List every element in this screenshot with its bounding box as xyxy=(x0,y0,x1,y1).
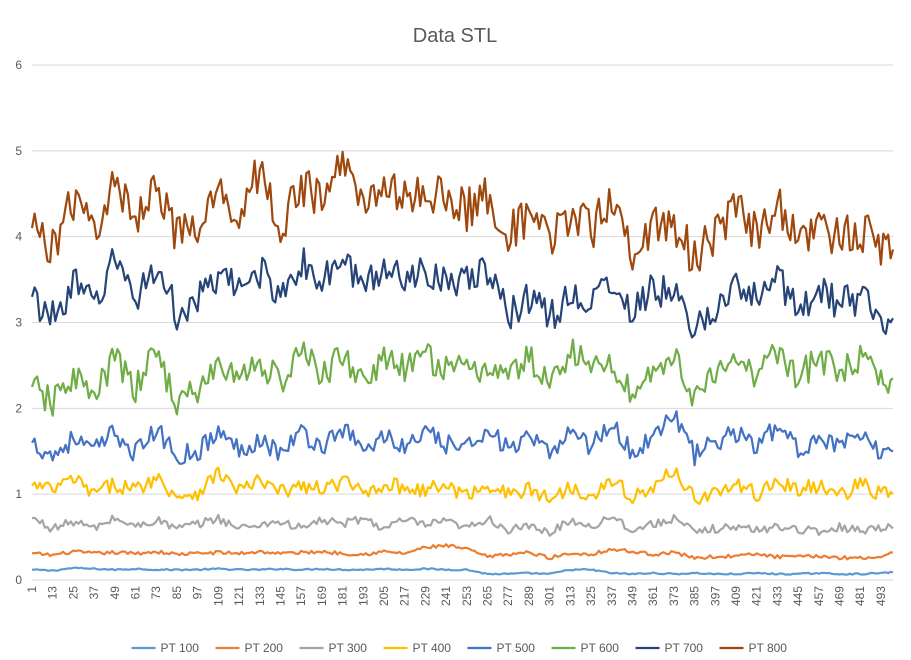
x-tick-label: 25 xyxy=(66,586,80,600)
legend-label: PT 400 xyxy=(413,641,452,655)
series-line-pt-400 xyxy=(31,466,894,506)
legend-label: PT 800 xyxy=(749,641,788,655)
x-tick-label: 241 xyxy=(439,586,453,606)
x-tick-label: 157 xyxy=(294,586,308,606)
y-tick-label: 4 xyxy=(15,230,22,244)
x-tick-label: 37 xyxy=(87,586,101,600)
x-tick-label: 109 xyxy=(211,586,225,606)
x-tick-label: 337 xyxy=(605,586,619,606)
x-tick-label: 97 xyxy=(191,586,205,600)
series-line-pt-600 xyxy=(30,338,894,417)
legend-label: PT 700 xyxy=(665,641,704,655)
x-tick-label: 13 xyxy=(46,586,60,600)
x-tick-label: 73 xyxy=(149,586,163,600)
series-line-pt-100 xyxy=(31,566,894,576)
y-tick-label: 5 xyxy=(15,144,22,158)
x-tick-label: 409 xyxy=(729,586,743,606)
x-axis-ticks: 1 13 25 37 49 61 73 85 97 109 121 133 145 157 169 181 19… xyxy=(25,586,888,606)
x-tick-label: 469 xyxy=(833,586,847,606)
x-tick-label: 133 xyxy=(253,586,267,606)
y-tick-label: 6 xyxy=(15,58,22,72)
series-line-pt-800 xyxy=(30,150,895,272)
x-tick-label: 265 xyxy=(481,586,495,606)
x-tick-label: 385 xyxy=(688,586,702,606)
x-tick-label: 289 xyxy=(522,586,536,606)
gridlines xyxy=(32,64,893,581)
x-tick-label: 481 xyxy=(853,586,867,606)
legend-label: PT 300 xyxy=(329,641,368,655)
legend-label: PT 200 xyxy=(245,641,284,655)
x-tick-label: 397 xyxy=(708,586,722,606)
x-tick-label: 277 xyxy=(501,586,515,606)
x-tick-label: 145 xyxy=(273,586,287,606)
x-tick-label: 61 xyxy=(129,586,143,600)
series-line-pt-700 xyxy=(30,247,894,339)
x-tick-label: 169 xyxy=(315,586,329,606)
y-tick-label: 3 xyxy=(15,316,22,330)
x-tick-label: 361 xyxy=(646,586,660,606)
x-tick-label: 217 xyxy=(398,586,412,606)
x-tick-label: 1 xyxy=(25,586,39,593)
chart-title: Data STL xyxy=(413,25,497,47)
x-tick-label: 85 xyxy=(170,586,184,600)
x-tick-label: 421 xyxy=(750,586,764,606)
x-tick-label: 433 xyxy=(770,586,784,606)
x-tick-label: 253 xyxy=(460,586,474,606)
x-tick-label: 193 xyxy=(356,586,370,606)
x-tick-label: 457 xyxy=(812,586,826,606)
series-line-pt-500 xyxy=(31,410,894,467)
legend-label: PT 100 xyxy=(161,641,200,655)
series-line-pt-200 xyxy=(31,543,894,561)
x-tick-label: 229 xyxy=(418,586,432,606)
x-tick-label: 301 xyxy=(543,586,557,606)
x-tick-label: 349 xyxy=(625,586,639,606)
y-axis-ticks: 0 1 2 3 4 5 6 xyxy=(15,58,22,587)
x-tick-label: 493 xyxy=(874,586,888,606)
x-tick-label: 445 xyxy=(791,586,805,606)
x-tick-label: 313 xyxy=(563,586,577,606)
x-tick-label: 121 xyxy=(232,586,246,606)
y-tick-label: 0 xyxy=(15,573,22,587)
x-tick-label: 49 xyxy=(108,586,122,600)
y-tick-label: 1 xyxy=(15,487,22,501)
x-tick-label: 205 xyxy=(377,586,391,606)
legend: PT 100 PT 200 PT 300 PT 400 PT 500 PT 600 PT 7… xyxy=(131,641,788,655)
legend-label: PT 600 xyxy=(581,641,620,655)
x-tick-label: 373 xyxy=(667,586,681,606)
series-group xyxy=(30,150,895,576)
legend-label: PT 500 xyxy=(497,641,536,655)
x-tick-label: 325 xyxy=(584,586,598,606)
y-tick-label: 2 xyxy=(15,401,22,415)
series-line-pt-300 xyxy=(31,513,894,537)
x-tick-label: 181 xyxy=(336,586,350,606)
